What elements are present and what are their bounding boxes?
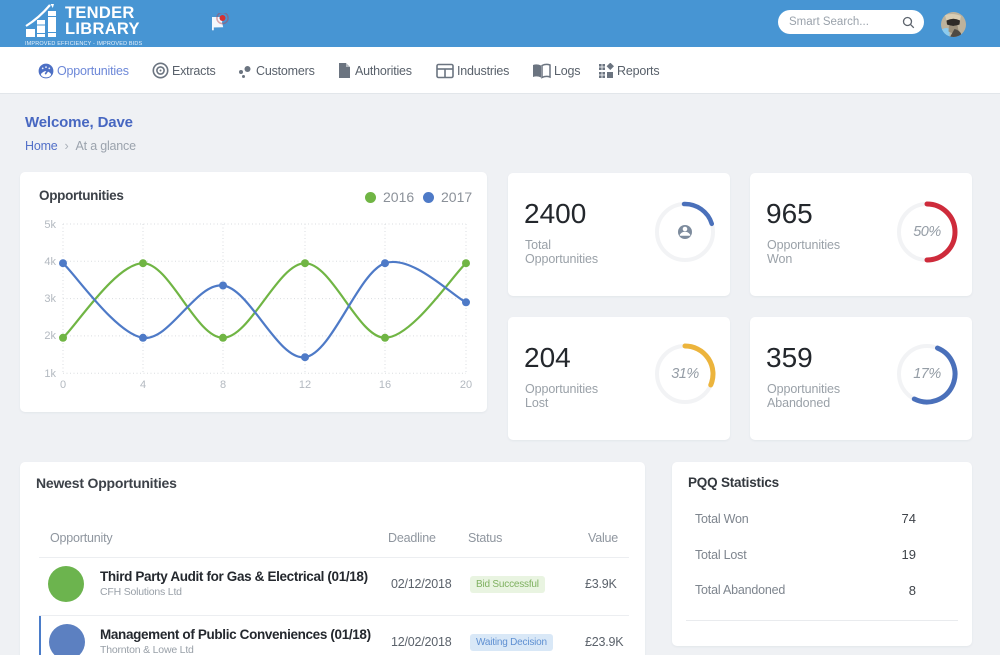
svg-text:4: 4 [140,379,146,391]
svg-text:20: 20 [460,379,472,391]
svg-text:0: 0 [60,379,66,391]
svg-text:2k: 2k [44,330,56,342]
svg-text:1k: 1k [44,368,56,380]
svg-text:12: 12 [299,379,311,391]
svg-text:3k: 3k [44,293,56,305]
svg-text:4k: 4k [44,256,56,268]
svg-text:16: 16 [379,379,391,391]
svg-text:8: 8 [220,379,226,391]
svg-text:5k: 5k [44,219,56,231]
